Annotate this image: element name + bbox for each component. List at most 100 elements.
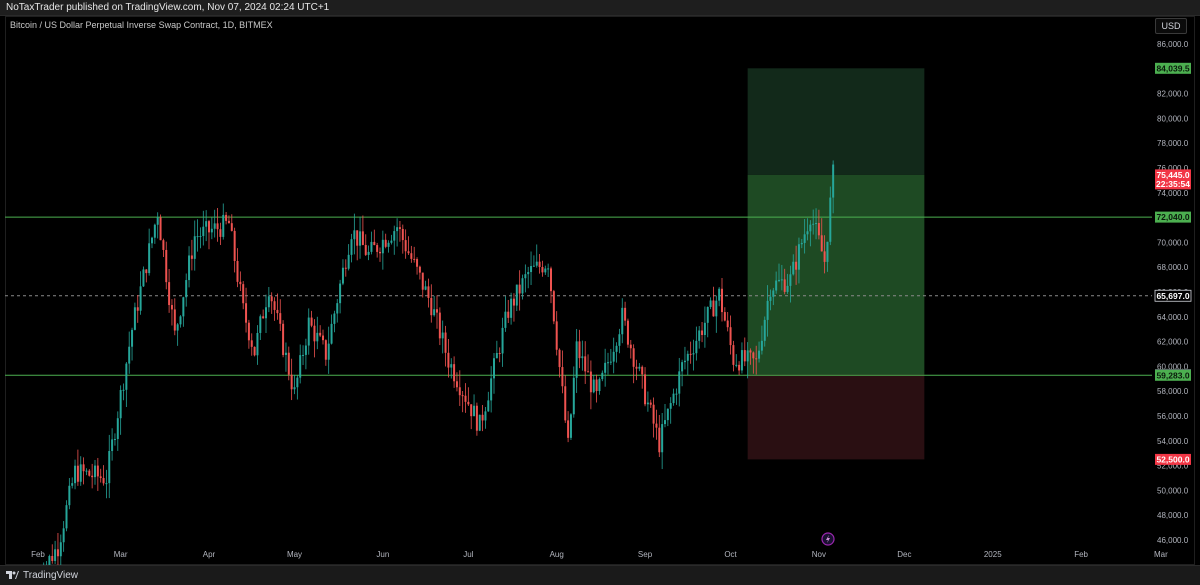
candle-body bbox=[672, 393, 675, 404]
candle-body bbox=[709, 300, 712, 307]
candle-body bbox=[299, 355, 302, 378]
candle-body bbox=[433, 309, 436, 316]
chart-frame[interactable] bbox=[5, 16, 1195, 565]
time-tick-label: Feb bbox=[1074, 550, 1088, 559]
price-tags: 84,039.5 75,445.022:35:54 72,040.0 65,697.0… bbox=[1154, 62, 1192, 465]
candle-body bbox=[51, 555, 54, 561]
candle-body bbox=[245, 303, 248, 323]
candle-body bbox=[213, 223, 216, 229]
candle-body bbox=[789, 274, 792, 286]
candle-body bbox=[344, 267, 347, 269]
tradingview-icon bbox=[6, 571, 19, 579]
candle-body bbox=[216, 223, 219, 230]
candle-body bbox=[473, 405, 476, 417]
time-tick-label: Feb bbox=[31, 550, 45, 559]
lightning-icon[interactable] bbox=[821, 532, 835, 546]
candle-body bbox=[829, 197, 832, 242]
candle-body bbox=[170, 305, 173, 310]
candle-body bbox=[162, 240, 165, 250]
candle-body bbox=[584, 356, 587, 372]
candle-body bbox=[701, 330, 704, 335]
candle-body bbox=[339, 283, 342, 304]
candle-body bbox=[484, 411, 487, 421]
candle-body bbox=[142, 269, 145, 287]
candle-body bbox=[735, 364, 738, 366]
tradingview-logo[interactable]: TradingView bbox=[6, 570, 78, 581]
candle-body bbox=[447, 352, 450, 368]
candle-body bbox=[738, 364, 741, 371]
symbol-title: Bitcoin / US Dollar Perpetual Inverse Sw… bbox=[10, 20, 273, 30]
candle-body bbox=[800, 242, 803, 245]
candle-body bbox=[108, 451, 111, 484]
candlesticks bbox=[43, 160, 835, 565]
candle-body bbox=[119, 390, 122, 419]
candle-body bbox=[455, 381, 458, 388]
candle-body bbox=[387, 242, 390, 247]
candle-body bbox=[783, 279, 786, 292]
price-tick-label: 48,000.0 bbox=[1157, 511, 1189, 520]
candle-body bbox=[532, 265, 535, 267]
candle-body bbox=[621, 307, 624, 335]
candle-body bbox=[755, 358, 758, 360]
candle-body bbox=[490, 378, 493, 401]
candle-body bbox=[518, 284, 521, 294]
candle-body bbox=[493, 358, 495, 379]
candle-body bbox=[122, 389, 125, 391]
candle-body bbox=[267, 296, 270, 308]
candle-body bbox=[336, 303, 339, 314]
candle-body bbox=[356, 230, 359, 246]
candle-body bbox=[564, 386, 567, 421]
price-tag: 52,500.0 bbox=[1155, 453, 1191, 465]
candle-body bbox=[749, 350, 752, 353]
candle-body bbox=[823, 251, 826, 262]
price-chart[interactable]: 86,000.084,000.082,000.080,000.078,000.0… bbox=[0, 0, 1200, 565]
candle-body bbox=[726, 320, 729, 328]
candle-body bbox=[316, 332, 319, 342]
candle-body bbox=[259, 316, 262, 333]
candle-body bbox=[102, 477, 105, 484]
candle-body bbox=[652, 404, 655, 424]
candle-body bbox=[253, 346, 256, 356]
candle-body bbox=[222, 214, 225, 237]
candle-body bbox=[595, 379, 598, 392]
candle-body bbox=[361, 231, 364, 245]
candle-body bbox=[718, 288, 721, 301]
candle-body bbox=[612, 351, 615, 362]
price-tick-label: 64,000.0 bbox=[1157, 313, 1189, 322]
candle-body bbox=[190, 255, 193, 259]
candle-body bbox=[341, 267, 344, 284]
candle-body bbox=[669, 403, 672, 409]
candle-body bbox=[185, 280, 188, 298]
candle-body bbox=[638, 366, 641, 369]
candle-body bbox=[242, 284, 245, 304]
candle-body bbox=[302, 354, 305, 356]
candle-body bbox=[538, 261, 541, 268]
candle-body bbox=[398, 227, 401, 229]
time-tick-label: Jun bbox=[376, 550, 389, 559]
price-tick-label: 62,000.0 bbox=[1157, 338, 1189, 347]
candle-body bbox=[515, 284, 518, 306]
candle-body bbox=[188, 255, 191, 281]
candle-body bbox=[629, 344, 632, 349]
time-tick-label: Oct bbox=[724, 550, 737, 559]
price-tag-label: 84,039.5 bbox=[1156, 63, 1189, 73]
currency-selector[interactable]: USD bbox=[1155, 18, 1187, 34]
candle-body bbox=[658, 427, 661, 453]
candle-body bbox=[510, 298, 513, 318]
candle-body bbox=[353, 230, 356, 240]
candle-body bbox=[247, 322, 250, 341]
candle-body bbox=[607, 362, 609, 364]
price-tag-box bbox=[1155, 62, 1191, 74]
candle-body bbox=[168, 282, 171, 306]
candle-body bbox=[159, 217, 162, 241]
candle-body bbox=[706, 306, 709, 323]
price-tag-box bbox=[1155, 369, 1191, 381]
candle-body bbox=[390, 240, 393, 243]
candle-body bbox=[655, 423, 658, 428]
candle-body bbox=[453, 364, 456, 382]
candle-body bbox=[641, 366, 644, 375]
candle-body bbox=[393, 231, 396, 241]
candle-body bbox=[182, 297, 185, 317]
candle-body bbox=[379, 251, 381, 254]
candle-body bbox=[561, 367, 564, 387]
